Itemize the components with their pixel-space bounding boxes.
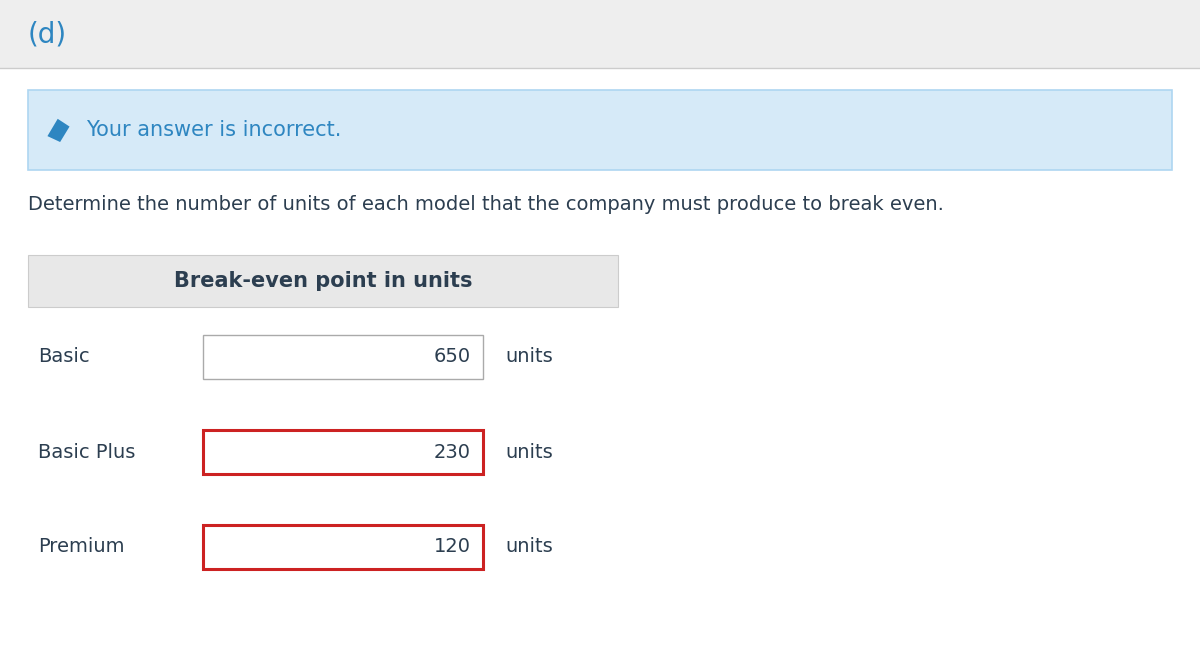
Text: 120: 120: [434, 537, 470, 557]
Text: Premium: Premium: [38, 537, 125, 557]
Text: 230: 230: [434, 442, 470, 462]
FancyBboxPatch shape: [203, 335, 482, 379]
Text: Basic: Basic: [38, 348, 90, 366]
Text: Break-even point in units: Break-even point in units: [174, 271, 473, 291]
Text: (d): (d): [28, 20, 67, 48]
Text: Determine the number of units of each model that the company must produce to bre: Determine the number of units of each mo…: [28, 195, 944, 214]
Polygon shape: [48, 119, 70, 142]
Text: units: units: [505, 348, 553, 366]
FancyBboxPatch shape: [203, 525, 482, 569]
FancyBboxPatch shape: [203, 430, 482, 474]
FancyBboxPatch shape: [28, 90, 1172, 170]
Text: 650: 650: [434, 348, 470, 366]
Text: units: units: [505, 442, 553, 462]
FancyBboxPatch shape: [0, 0, 1200, 68]
Text: Your answer is incorrect.: Your answer is incorrect.: [86, 120, 341, 140]
Text: Basic Plus: Basic Plus: [38, 442, 136, 462]
Text: units: units: [505, 537, 553, 557]
FancyBboxPatch shape: [28, 255, 618, 307]
